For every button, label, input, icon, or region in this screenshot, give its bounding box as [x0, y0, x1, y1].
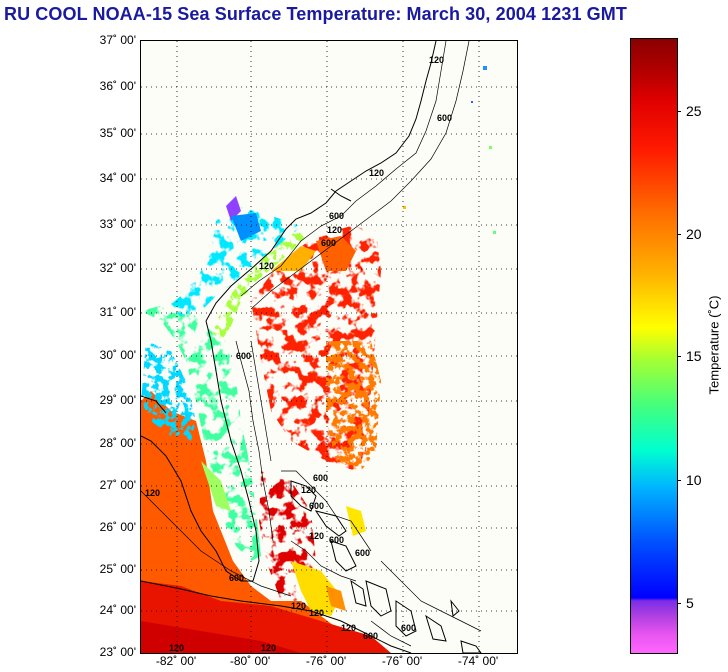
- sst-map-svg: 120 600 120 600 120 600 120 600 120 600 …: [141, 41, 517, 653]
- colorbar-tick-mark: [677, 603, 681, 604]
- sst-field-gulf: [141, 391, 391, 653]
- bathymetry-labels: 120 600 120 600 120 600 120 600 120 600 …: [145, 55, 452, 653]
- depth-label: 120: [309, 531, 324, 541]
- colorbar-tick-mark: [677, 356, 681, 357]
- depth-label: 600: [329, 535, 344, 545]
- depth-label: 600: [437, 113, 452, 123]
- sst-field-gulfstream: [251, 226, 381, 471]
- depth-label: 120: [259, 261, 274, 271]
- lat-label: 26˚ 00': [99, 520, 136, 534]
- colorbar-tick-mark: [677, 111, 681, 112]
- colorbar-tick-label: 15: [686, 348, 702, 364]
- lon-label: -76˚ 00': [381, 654, 423, 668]
- sst-map: 120 600 120 600 120 600 120 600 120 600 …: [140, 40, 518, 654]
- depth-label: 120: [327, 225, 342, 235]
- depth-label: 600: [321, 238, 336, 248]
- depth-label: 600: [401, 623, 416, 633]
- lat-label: 25˚ 00': [99, 562, 136, 576]
- lon-label: -82˚ 00': [155, 654, 197, 668]
- depth-label: 120: [291, 601, 306, 611]
- lat-label: 29˚ 00': [99, 393, 136, 407]
- sst-field-bahamas: [259, 471, 366, 616]
- colorbar-tick-label: 25: [686, 103, 702, 119]
- lat-label: 33˚ 00': [99, 217, 136, 231]
- depth-label: 120: [261, 643, 276, 653]
- lat-label: 37˚ 00': [99, 33, 136, 47]
- depth-label: 120: [369, 168, 384, 178]
- depth-label: 600: [236, 351, 251, 361]
- depth-label: 600: [229, 573, 244, 583]
- depth-label: 120: [301, 485, 316, 495]
- lon-label: -76˚ 00': [305, 654, 347, 668]
- depth-label: 120: [309, 608, 324, 618]
- lat-label: 36˚ 00': [99, 79, 136, 93]
- sst-field-carolina: [166, 196, 306, 341]
- lat-label: 31˚ 00': [99, 305, 136, 319]
- lat-label: 34˚ 00': [99, 171, 136, 185]
- depth-label: 600: [313, 473, 328, 483]
- colorbar-label: Temperature (˚C): [706, 295, 722, 395]
- colorbar-tick-label: 20: [686, 226, 702, 242]
- depth-label: 600: [329, 211, 344, 221]
- lat-label: 23˚ 00': [99, 645, 136, 659]
- lat-label: 30˚ 00': [99, 348, 136, 362]
- lat-label: 27˚ 00': [99, 478, 136, 492]
- colorbar-tick-mark: [677, 480, 681, 481]
- graticule: [141, 41, 517, 653]
- depth-label: 600: [309, 501, 324, 511]
- sst-field-stray-points: [403, 66, 496, 234]
- colorbar-tick-label: 10: [686, 472, 702, 488]
- lon-label: -74˚ 00': [457, 654, 499, 668]
- depth-label: 120: [429, 55, 444, 65]
- chart-title: RU COOL NOAA-15 Sea Surface Temperature:…: [4, 4, 627, 24]
- depth-label: 600: [355, 548, 370, 558]
- lat-label: 32˚ 00': [99, 261, 136, 275]
- depth-label: 120: [341, 623, 356, 633]
- colorbar-tick-mark: [677, 234, 681, 235]
- lat-label: 35˚ 00': [99, 126, 136, 140]
- colorbar-tick-label: 5: [686, 595, 694, 611]
- temperature-colorbar: [630, 38, 678, 654]
- lat-label: 28˚ 00': [99, 436, 136, 450]
- depth-label: 600: [363, 631, 378, 641]
- lon-label: -80˚ 00': [229, 654, 271, 668]
- lat-label: 24˚ 00': [99, 603, 136, 617]
- depth-label: 120: [169, 643, 184, 653]
- depth-label: 120: [145, 488, 160, 498]
- bathymetry-contours: [141, 41, 482, 647]
